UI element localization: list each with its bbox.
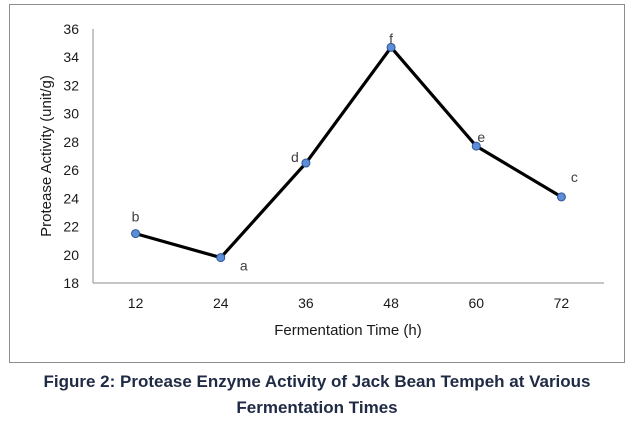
data-point xyxy=(471,141,481,151)
x-tick-label: 48 xyxy=(383,295,399,311)
data-point-label: e xyxy=(477,129,485,145)
x-axis: 12 24 36 48 60 72 xyxy=(93,282,604,311)
y-tick-label: 34 xyxy=(63,49,79,65)
line-chart: 18 20 22 24 26 28 30 32 34 36 12 24 36 48 60 72 b a d f e c… xyxy=(38,21,604,339)
x-tick-label: 72 xyxy=(554,295,570,311)
data-point-label: d xyxy=(291,149,299,165)
series-layer: b a d f e c xyxy=(131,30,578,274)
y-tick-label: 30 xyxy=(63,106,79,122)
y-tick-label: 36 xyxy=(63,21,79,37)
series-line xyxy=(133,45,564,260)
y-tick-label: 18 xyxy=(63,275,79,291)
x-tick-label: 24 xyxy=(213,295,229,311)
data-point xyxy=(556,192,566,202)
data-point-label: f xyxy=(389,30,393,46)
y-tick-label: 26 xyxy=(63,162,79,178)
chart-frame xyxy=(9,4,625,363)
data-point xyxy=(301,158,311,168)
x-tick-label: 60 xyxy=(468,295,484,311)
y-axis: 18 20 22 24 26 28 30 32 34 36 xyxy=(63,21,94,291)
y-tick-label: 20 xyxy=(63,247,79,263)
x-tick-label: 12 xyxy=(128,295,144,311)
data-point-label: a xyxy=(240,258,248,274)
figure-caption: Figure 2: Protease Enzyme Activity of Ja… xyxy=(43,372,591,417)
data-point xyxy=(131,229,141,239)
x-axis-title: Fermentation Time (h) xyxy=(274,322,422,339)
data-point xyxy=(386,42,396,52)
x-tick-label: 36 xyxy=(298,295,314,311)
y-tick-label: 24 xyxy=(63,190,79,206)
data-point xyxy=(216,253,226,263)
data-point-label: b xyxy=(132,209,140,225)
y-axis-title: Protease Activity (unit/g) xyxy=(38,75,55,237)
y-tick-label: 32 xyxy=(63,77,79,93)
y-tick-label: 22 xyxy=(63,219,79,235)
y-tick-label: 28 xyxy=(63,134,79,150)
data-point-label: c xyxy=(571,169,578,185)
